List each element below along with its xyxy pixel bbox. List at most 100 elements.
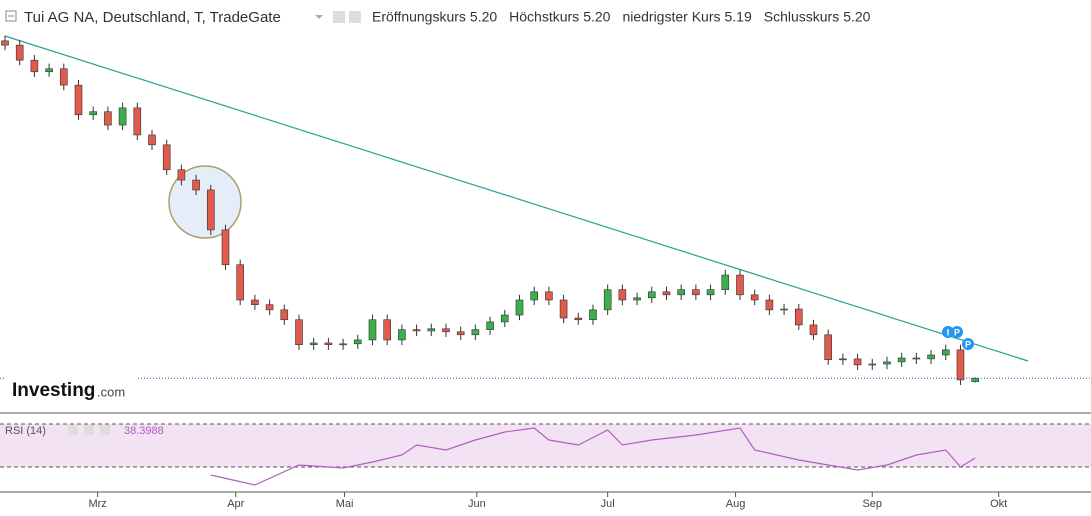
candle-body — [559, 299, 568, 319]
stat-value: 5.20 — [583, 9, 610, 25]
candle-body — [971, 377, 979, 382]
candle-body — [412, 329, 421, 332]
event-marker[interactable] — [962, 338, 974, 350]
candle-body — [265, 304, 274, 311]
candle-body — [692, 289, 700, 296]
logo: Investing — [12, 380, 95, 401]
candle-body — [221, 229, 230, 266]
candle-body — [383, 319, 391, 341]
rsi-label: RSI (14) — [5, 425, 46, 437]
highlight-circle — [168, 165, 242, 239]
event-marker[interactable] — [951, 326, 963, 338]
candle-body — [603, 289, 612, 311]
rsi-icon[interactable] — [84, 425, 94, 435]
candle-body — [251, 299, 259, 306]
stat-value: 5.20 — [470, 9, 497, 25]
x-tick-label: Aug — [726, 498, 746, 510]
candle-body — [765, 299, 774, 311]
candle-body — [794, 308, 803, 326]
candle-body — [500, 314, 509, 323]
candle-body — [177, 169, 186, 181]
stat-label: Eröffnungskurs — [372, 9, 466, 25]
candle-body — [927, 354, 935, 360]
rsi-value: 38.3988 — [124, 425, 164, 437]
candle-body — [809, 324, 818, 336]
candle-body — [30, 59, 39, 73]
candle-body — [736, 274, 744, 296]
candle-body — [280, 309, 289, 321]
x-tick-label: Jun — [468, 498, 486, 510]
chart-title: Tui AG NA, Deutschland, T, TradeGate — [24, 9, 281, 26]
dropdown[interactable] — [315, 15, 323, 19]
candle-body — [133, 107, 142, 136]
close-icon[interactable] — [349, 11, 361, 23]
candle-body — [104, 111, 112, 126]
collapse-icon[interactable] — [5, 10, 17, 22]
candle-body — [148, 134, 156, 146]
candle-body — [647, 291, 656, 299]
x-tick-label: Sep — [862, 498, 882, 510]
x-tick-label: Apr — [227, 498, 244, 510]
stat-label: niedrigster Kurs — [622, 9, 720, 25]
candle-body — [89, 111, 97, 116]
candle-body — [118, 107, 127, 126]
rsi-icon[interactable] — [100, 425, 110, 435]
rsi-band — [0, 424, 1091, 468]
rsi-icon[interactable] — [68, 425, 78, 435]
candle-body — [74, 84, 83, 116]
candle-body — [353, 339, 362, 345]
candle-body — [295, 319, 303, 345]
candle-body — [368, 319, 377, 341]
candle-body — [530, 291, 538, 301]
candle-body — [15, 44, 24, 61]
event-marker-label: P — [954, 327, 960, 337]
candle-body — [824, 334, 832, 361]
stat-label: Höchstkurs — [509, 9, 579, 25]
event-marker[interactable] — [942, 326, 954, 338]
settings-icon[interactable] — [333, 11, 345, 23]
candle-body — [45, 68, 53, 73]
stat-value: 5.19 — [724, 9, 751, 25]
event-marker-label: P — [965, 339, 971, 349]
candle-body — [309, 342, 318, 345]
x-tick-label: Mrz — [88, 498, 106, 510]
candle-body — [324, 342, 333, 345]
rsi-line — [210, 427, 976, 486]
candle-body — [662, 291, 671, 296]
candle-body — [677, 289, 685, 296]
candle-body — [721, 274, 730, 290]
candle-body — [515, 299, 524, 316]
candle-body — [236, 264, 244, 301]
candle-body — [853, 358, 862, 366]
candle-body — [398, 329, 406, 341]
candle-body — [897, 357, 906, 363]
trend-line — [4, 35, 1029, 362]
x-tick-label: Okt — [990, 498, 1007, 510]
candle-body — [486, 321, 494, 330]
candle-body — [471, 329, 480, 336]
candle-body — [456, 331, 465, 336]
x-tick-label: Jul — [601, 498, 615, 510]
candle-body — [442, 328, 450, 333]
candle-body — [618, 289, 627, 301]
candle-body — [883, 361, 891, 365]
candle-body — [956, 349, 965, 381]
candle-body — [633, 297, 641, 301]
candle-body — [706, 289, 715, 296]
candle-body — [339, 343, 347, 346]
logo-suffix: .com — [97, 384, 125, 399]
candle-body — [868, 363, 877, 366]
candle-body — [839, 358, 847, 361]
candle-body — [574, 317, 583, 321]
candle-body — [59, 68, 68, 86]
candle-body — [589, 309, 597, 321]
candle-body — [192, 179, 200, 191]
event-marker-label: I — [947, 327, 950, 337]
candle-body — [750, 294, 759, 301]
candle-body — [162, 144, 171, 171]
candle-body — [912, 357, 921, 360]
candle-body — [941, 349, 950, 356]
stat-value: 5.20 — [843, 9, 870, 25]
candle-body — [1, 40, 9, 46]
